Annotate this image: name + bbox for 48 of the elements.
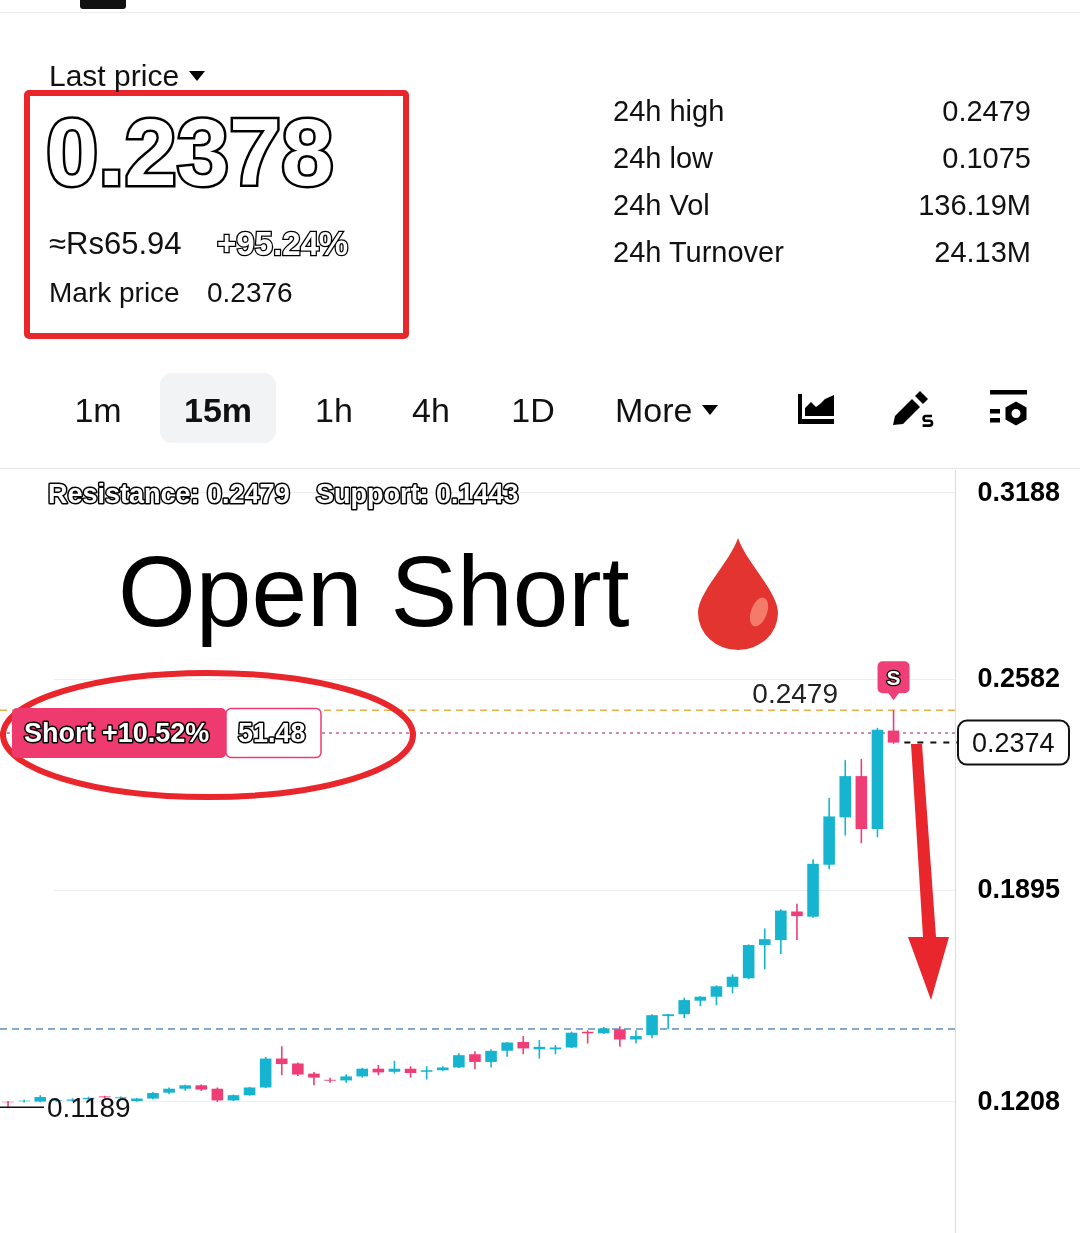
candlestick [614, 1025, 626, 1048]
text: 0.2374 [972, 727, 1055, 758]
text: Last price [49, 59, 180, 92]
text: 136.19M [918, 188, 1031, 221]
candlestick [887, 709, 900, 745]
candlestick [710, 984, 723, 1006]
text: 24h Vol [613, 188, 710, 221]
text: More [615, 391, 693, 429]
candlestick [324, 1076, 336, 1084]
candlestick [517, 1035, 530, 1056]
text: 0.2376 [207, 277, 293, 308]
text: 15m [183, 391, 253, 429]
candlestick [662, 1013, 674, 1031]
text: Open Short [118, 535, 630, 647]
y-tick-label: 0.3188 [977, 476, 1061, 507]
annotation: Short +10.52% [24, 718, 210, 749]
candlestick [678, 996, 691, 1020]
text: 24h Turnover [613, 235, 784, 268]
candlestick [758, 927, 771, 971]
candlestick [646, 1013, 658, 1040]
text: 24h high [613, 94, 725, 127]
text: +95.24% [217, 224, 349, 262]
text: 1m [74, 391, 122, 429]
y-tick-label: 0.2582 [977, 663, 1061, 694]
annotation: Resistance: 0.2479 [48, 479, 290, 509]
text: 0.2378 [46, 100, 334, 205]
text: 1D [511, 391, 555, 429]
candlestick [726, 973, 739, 995]
text: Mark price [49, 277, 180, 308]
text: ≈Rs65.94 [49, 225, 182, 261]
candlestick [630, 1029, 642, 1045]
y-tick-label: 0.1208 [977, 1085, 1061, 1116]
annotation: 51.48 [238, 718, 306, 749]
annotation: S [886, 665, 901, 689]
text: 4h [412, 391, 450, 429]
text: 0.1075 [942, 141, 1031, 174]
annotation: Support: 0.1443 [316, 479, 519, 509]
ref-line-label: 0.2479 [752, 678, 838, 710]
text: 24.13M [934, 235, 1031, 268]
candlestick [791, 903, 803, 941]
candlestick [469, 1050, 481, 1071]
candlestick [485, 1048, 497, 1069]
candlestick [275, 1045, 288, 1076]
text: 24h low [613, 141, 713, 174]
text: 0.2479 [942, 94, 1031, 127]
text: 1h [315, 391, 353, 429]
y-tick-label: 0.1895 [977, 874, 1061, 905]
annotation: 0.1189 [47, 1091, 131, 1123]
